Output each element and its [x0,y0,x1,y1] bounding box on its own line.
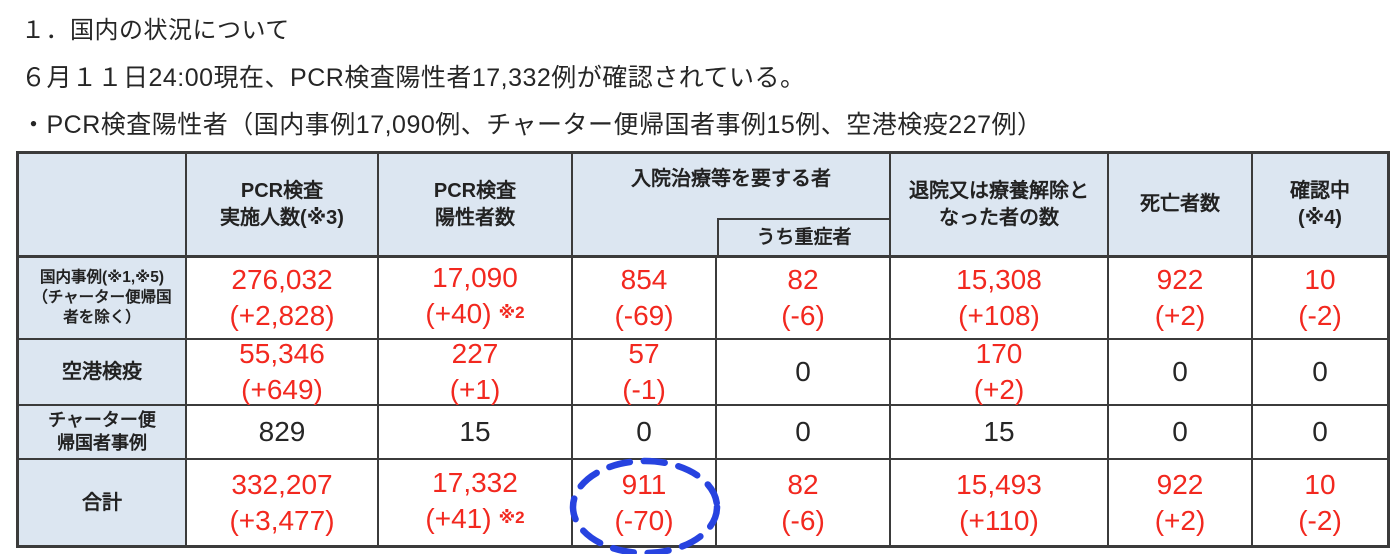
cell-value: 15 [459,416,491,447]
data-cell: 15 [891,406,1109,460]
data-cell: 227 (+1) [379,338,573,406]
row-label: 空港検疫 [19,340,187,406]
row-label: 合計 [19,460,187,545]
cell-delta: (-1) [622,374,666,405]
cell-value: 0 [795,416,811,447]
breakdown-line: ・PCR検査陽性者（国内事例17,090例、チャーター便帰国者事例15例、空港検… [21,111,1043,139]
cell-delta: (+110) [959,504,1039,536]
cell-delta: (+2) [1154,300,1206,331]
data-cell: 15,308 (+108) [891,258,1109,340]
cell-value: 15,308 [956,264,1042,295]
cell-delta: (+2,828) [229,300,335,331]
cell-value: 10 [1304,264,1336,295]
cell-delta: (-2) [1298,300,1342,331]
cell-value: 922 [1156,468,1204,500]
page-title: １．国内の状況について [21,17,290,44]
data-cell: 82 (-6) [717,258,891,340]
cell-delta: (-69) [614,300,674,331]
data-cell: 15 [379,406,573,460]
data-cell: 17,090 (+40) ※2 [379,258,573,340]
summary-line: ６月１１日24:00現在、PCR検査陽性者17,332例が確認されている。 [21,64,806,92]
stats-table: PCR検査 実施人数(※3) PCR検査 陽性者数 入院治療等を要する者 うち重… [16,151,1390,554]
col-header-deaths: 死亡者数 [1109,154,1253,258]
data-cell: 82 (-6) [717,460,891,545]
cell-value: 82 [787,264,819,295]
row-label: 国内事例(※1,※5) （チャーター便帰国 者を除く） [19,258,187,340]
cell-value: 15 [983,416,1015,447]
data-cell: 0 [573,406,717,460]
data-cell: 922 (+2) [1109,460,1253,545]
cell-value: 10 [1304,468,1336,500]
cell-delta: (+649) [241,374,323,405]
data-cell: 0 [1109,406,1253,460]
cell-value: 0 [1312,416,1328,447]
data-cell: 170 (+2) [891,338,1109,406]
row-label: チャーター便 帰国者事例 [19,406,187,460]
cell-delta: (-6) [781,504,825,536]
data-cell: 0 [717,340,891,406]
data-cell: 10 (-2) [1253,258,1387,340]
footnote-ref: ※2 [498,303,525,322]
data-cell: 829 [187,406,379,460]
cell-value: 922 [1156,264,1204,295]
cell-delta: (-70) [614,504,674,536]
data-cell: 0 [1109,340,1253,406]
data-cell: 332,207 (+3,477) [187,460,379,545]
cell-delta: (+2) [1154,504,1206,536]
cell-delta: (+3,477) [229,504,335,536]
data-cell: 922 (+2) [1109,258,1253,340]
data-cell: 0 [1253,406,1387,460]
cell-value: 57 [628,338,660,369]
data-cell: 55,346 (+649) [187,338,379,406]
table-corner-cell [19,154,187,258]
cell-value: 82 [787,468,819,500]
cell-delta: (+108) [958,300,1040,331]
cell-value: 854 [620,264,668,295]
data-cell: 276,032 (+2,828) [187,258,379,340]
data-cell: 0 [717,406,891,460]
cell-delta: (+1) [449,374,501,405]
cell-value: 332,207 [231,468,333,500]
data-cell: 57 (-1) [573,338,717,406]
cell-delta: (+41) ※2 [425,502,525,534]
cell-delta: (+40) ※2 [425,298,525,329]
data-cell: 10 (-2) [1253,460,1387,545]
cell-value: 0 [636,416,652,447]
cell-value: 0 [1172,356,1188,387]
cell-delta: (-2) [1298,504,1342,536]
data-cell: 17,332 (+41) ※2 [379,460,573,545]
col-header-pcr-tested: PCR検査 実施人数(※3) [187,154,379,258]
cell-value: 0 [1172,416,1188,447]
cell-value: 55,346 [239,338,325,369]
data-cell: 0 [1253,340,1387,406]
cell-value: 829 [258,416,306,447]
col-header-under-confirmation: 確認中 (※4) [1253,154,1387,258]
col-header-pcr-positive: PCR検査 陽性者数 [379,154,573,258]
cell-value: 0 [795,356,811,387]
cell-value: 0 [1312,356,1328,387]
cell-delta: (-6) [781,300,825,331]
data-cell: 854 (-69) [573,258,717,340]
cell-delta: (+2) [973,374,1025,405]
cell-value: 17,332 [432,466,518,498]
col-header-discharged: 退院又は療養解除と なった者の数 [891,154,1109,258]
data-cell-circled: 911 (-70) [573,460,717,545]
cell-value: 15,493 [956,468,1042,500]
cell-value: 17,090 [432,262,518,293]
cell-value: 170 [975,338,1023,369]
cell-value: 911 [621,468,667,500]
footnote-ref: ※2 [498,507,525,527]
col-header-severe-cases: うち重症者 [717,218,891,258]
cell-value: 276,032 [231,264,333,295]
data-cell: 15,493 (+110) [891,460,1109,545]
cell-value: 227 [451,338,499,369]
